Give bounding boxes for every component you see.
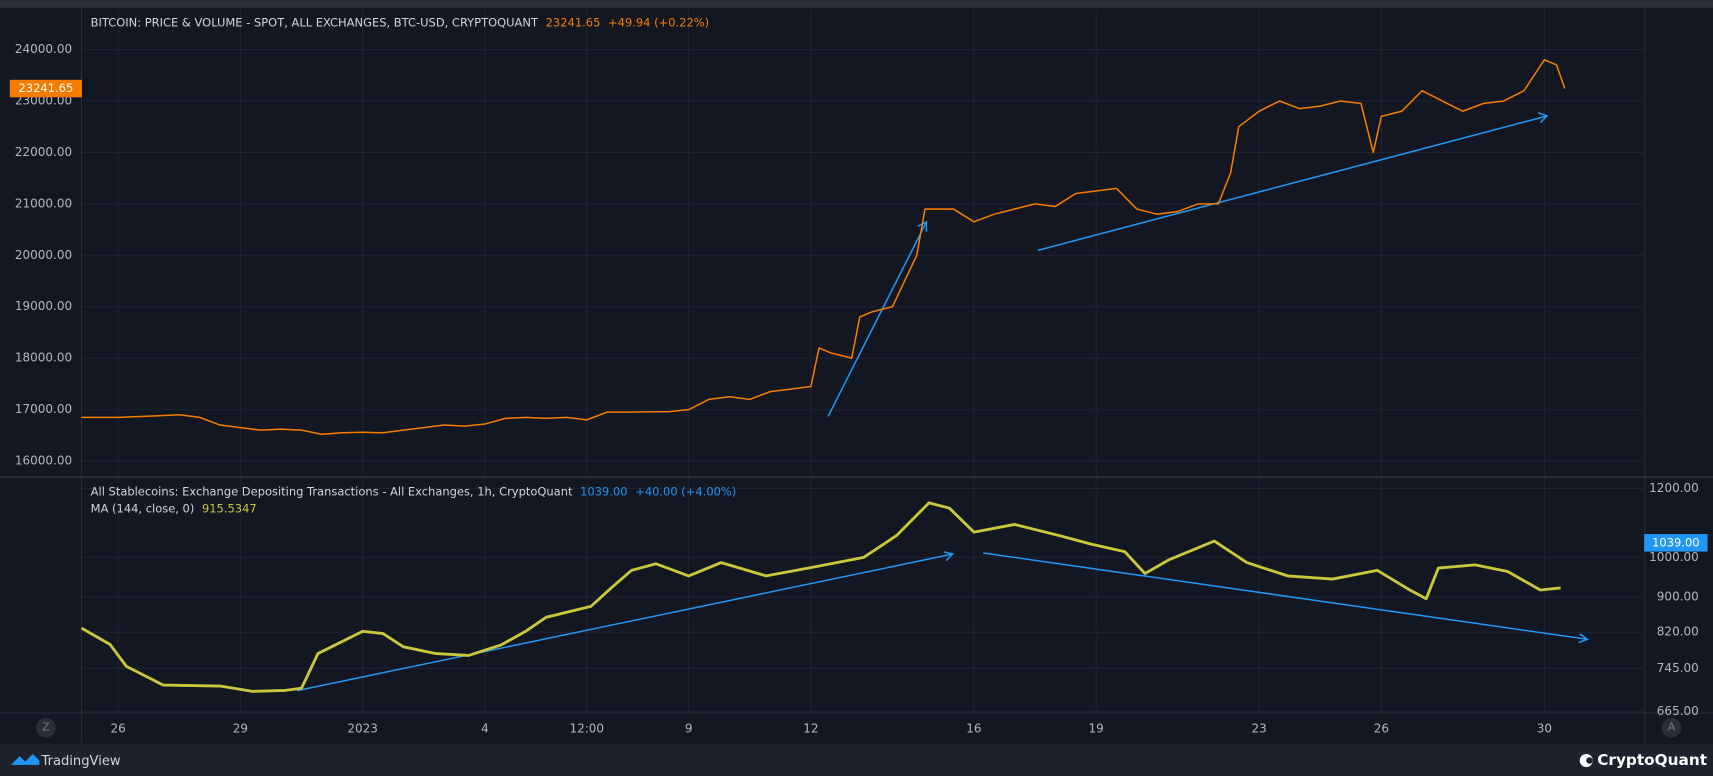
x-tick-label: 4 <box>481 721 489 735</box>
y-tick-label: 22000.00 <box>15 145 72 159</box>
x-tick-label: 16 <box>966 721 981 735</box>
brand-icon <box>10 753 40 765</box>
y-tick-label: 19000.00 <box>15 299 72 313</box>
footer <box>0 744 1713 776</box>
button[interactable] <box>36 717 56 738</box>
y-tick-label: 900.00 <box>1657 590 1699 604</box>
x-tick-label: 30 <box>1537 721 1552 735</box>
x-tick-label: 19 <box>1088 721 1103 735</box>
y-tick-label: 21000.00 <box>15 196 72 210</box>
legend-value: 23241.65 <box>546 16 601 30</box>
annotations <box>296 111 1589 692</box>
last-value-badge-label: 1039.00 <box>1652 535 1699 549</box>
trend-arrow <box>296 553 953 692</box>
series-line <box>81 59 1566 436</box>
y-tick-label: 20000.00 <box>15 248 72 262</box>
y-tick-label: 1200.00 <box>1649 481 1699 495</box>
y-tick-label: 18000.00 <box>15 351 72 365</box>
y-tick-label: 745.00 <box>1657 661 1699 675</box>
grid <box>81 8 1645 713</box>
top-strip <box>0 0 1713 8</box>
last-value-badge-label: 23241.65 <box>19 81 74 95</box>
legend-change: +40.00 (+4.00%) <box>635 484 736 498</box>
arrow-head <box>1537 111 1549 124</box>
trend-arrow <box>983 552 1588 641</box>
x-tick-label: 23 <box>1251 721 1266 735</box>
legend-change: +49.94 (+0.22%) <box>608 16 709 30</box>
last-value-badge <box>9 79 82 98</box>
button-label[interactable]: A <box>1668 721 1676 734</box>
legend-title: BITCOIN: PRICE & VOLUME - SPOT, ALL EXCH… <box>91 16 539 30</box>
legend-title: All Stablecoins: Exchange Depositing Tra… <box>91 484 573 498</box>
x-tick-label: 12:00 <box>569 721 604 735</box>
y-tick-label: 17000.00 <box>15 402 72 416</box>
watermark: CryptoQuant <box>1597 751 1707 769</box>
legend-value: 1039.00 <box>580 484 627 498</box>
labels: 16000.00 17000.00 18000.00 19000.00 20000.00… <box>9 16 1708 735</box>
y-tick-label: 1000.00 <box>1649 550 1699 564</box>
legend-series-name: MA (144, close, 0) <box>91 502 195 516</box>
x-tick-label: 2023 <box>347 721 378 735</box>
arrow-head <box>917 220 928 232</box>
x-tick-label: 26 <box>1374 721 1389 735</box>
marks <box>80 59 1566 693</box>
trend-arrow <box>1037 115 1548 252</box>
legend-series-value: 915.5347 <box>202 502 257 516</box>
last-value-badge <box>1644 534 1708 552</box>
trend-arrow <box>827 221 928 417</box>
button[interactable] <box>1661 717 1682 738</box>
y-tick-label: 665.00 <box>1657 704 1699 718</box>
arrow-head <box>1578 633 1589 644</box>
series-line <box>80 501 1561 693</box>
x-tick-label: 12 <box>803 721 818 735</box>
x-tick-label: 26 <box>111 721 126 735</box>
y-tick-label: 16000.00 <box>15 454 72 468</box>
x-tick-label: 29 <box>233 721 248 735</box>
y-tick-label: 820.00 <box>1657 625 1699 639</box>
brand: TradingView <box>41 754 121 769</box>
watermark-icon <box>1586 757 1593 764</box>
x-tick-label: 9 <box>685 721 693 735</box>
y-tick-label: 24000.00 <box>15 42 72 56</box>
button-label[interactable]: Z <box>42 721 49 734</box>
arrow-head <box>943 551 955 562</box>
